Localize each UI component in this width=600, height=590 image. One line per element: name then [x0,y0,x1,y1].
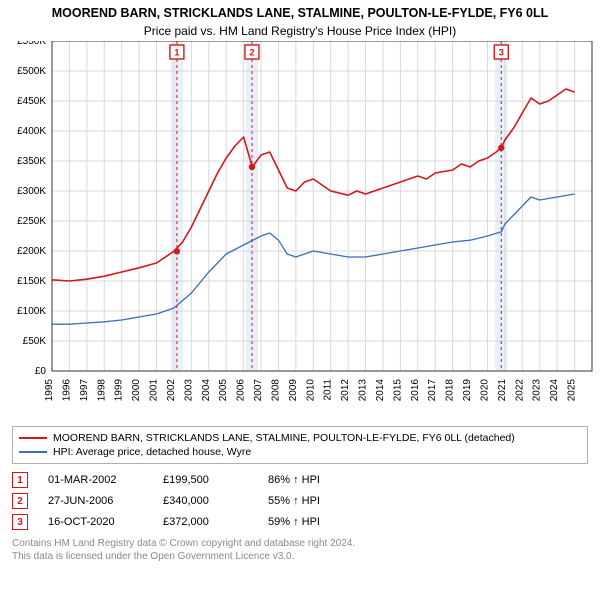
svg-text:1996: 1996 [61,378,72,401]
footer-line-2: This data is licensed under the Open Gov… [12,550,588,563]
title-main: MOOREND BARN, STRICKLANDS LANE, STALMINE… [8,6,592,22]
svg-text:£0: £0 [35,366,47,377]
svg-text:2010: 2010 [305,378,316,401]
svg-text:2009: 2009 [288,378,299,401]
svg-text:2: 2 [249,47,254,58]
sale-pct-3: 59% ↑ HPI [268,512,368,533]
legend-swatch-property [19,437,47,439]
sale-price-3: £372,000 [163,512,248,533]
svg-text:2003: 2003 [183,378,194,401]
svg-text:1997: 1997 [79,378,90,401]
svg-text:£300K: £300K [17,186,46,197]
svg-text:£200K: £200K [17,246,46,257]
chart-area: £0 £50K £100K £150K £200K £250K £300K £350K £400… [0,41,600,422]
svg-text:2005: 2005 [218,378,229,401]
svg-text:2020: 2020 [479,378,490,401]
title-sub: Price paid vs. HM Land Registry's House … [8,24,592,39]
svg-text:£550K: £550K [17,41,46,47]
svg-text:1998: 1998 [96,378,107,401]
svg-text:2016: 2016 [410,378,421,401]
svg-text:2004: 2004 [201,378,212,401]
svg-text:£150K: £150K [17,276,46,287]
title-block: MOOREND BARN, STRICKLANDS LANE, STALMINE… [0,0,600,41]
svg-text:2025: 2025 [567,378,578,401]
svg-text:2017: 2017 [427,378,438,401]
legend-label-property: MOOREND BARN, STRICKLANDS LANE, STALMINE… [53,431,515,445]
svg-text:2018: 2018 [445,378,456,401]
sales-row-1: 1 01-MAR-2002 £199,500 86% ↑ HPI [12,470,588,491]
sales-row-3: 3 16-OCT-2020 £372,000 59% ↑ HPI [12,512,588,533]
svg-text:2015: 2015 [392,378,403,401]
legend-label-hpi: HPI: Average price, detached house, Wyre [53,445,251,459]
svg-text:£350K: £350K [17,156,46,167]
sale-date-1: 01-MAR-2002 [48,470,143,491]
svg-text:2001: 2001 [149,378,160,401]
svg-text:2011: 2011 [323,378,334,400]
sale-price-2: £340,000 [163,491,248,512]
svg-text:2024: 2024 [549,378,560,401]
footer: Contains HM Land Registry data © Crown c… [12,537,588,563]
svg-text:2013: 2013 [358,378,369,401]
svg-text:£450K: £450K [17,96,46,107]
sale-date-3: 16-OCT-2020 [48,512,143,533]
svg-text:3: 3 [499,47,504,58]
svg-text:2002: 2002 [166,378,177,401]
chart-svg: £0 £50K £100K £150K £200K £250K £300K £350K £400… [0,41,600,419]
sales-row-2: 2 27-JUN-2006 £340,000 55% ↑ HPI [12,491,588,512]
sale-badge-3: 3 [12,514,28,530]
legend: MOOREND BARN, STRICKLANDS LANE, STALMINE… [12,426,588,464]
svg-text:2022: 2022 [514,378,525,401]
sale-pct-1: 86% ↑ HPI [268,470,368,491]
svg-text:£50K: £50K [23,336,47,347]
svg-text:2007: 2007 [253,378,264,401]
figure-container: MOOREND BARN, STRICKLANDS LANE, STALMINE… [0,0,600,590]
svg-text:1: 1 [174,47,180,58]
sale-badge-1: 1 [12,472,28,488]
sale-price-1: £199,500 [163,470,248,491]
svg-text:2008: 2008 [270,378,281,401]
legend-item-hpi: HPI: Average price, detached house, Wyre [19,445,581,459]
legend-item-property: MOOREND BARN, STRICKLANDS LANE, STALMINE… [19,431,581,445]
sales-table: 1 01-MAR-2002 £199,500 86% ↑ HPI 2 27-JU… [12,470,588,533]
sale-badge-2: 2 [12,493,28,509]
svg-text:2012: 2012 [340,378,351,401]
legend-swatch-hpi [19,451,47,453]
svg-text:2006: 2006 [236,378,247,401]
svg-text:1995: 1995 [44,378,55,401]
svg-text:2014: 2014 [375,378,386,401]
footer-line-1: Contains HM Land Registry data © Crown c… [12,537,588,550]
svg-text:£500K: £500K [17,66,46,77]
svg-text:£100K: £100K [17,306,46,317]
sale-pct-2: 55% ↑ HPI [268,491,368,512]
svg-text:2019: 2019 [462,378,473,401]
svg-text:2023: 2023 [532,378,543,401]
svg-text:£400K: £400K [17,126,46,137]
svg-text:2000: 2000 [131,378,142,401]
svg-text:1999: 1999 [114,378,125,401]
svg-text:£250K: £250K [17,216,46,227]
svg-text:2021: 2021 [497,378,508,401]
sale-date-2: 27-JUN-2006 [48,491,143,512]
